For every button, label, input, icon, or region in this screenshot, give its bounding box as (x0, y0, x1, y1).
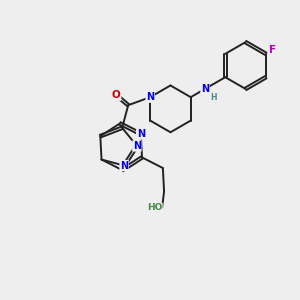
Text: N: N (146, 92, 154, 102)
Text: H: H (210, 92, 217, 101)
Text: O: O (112, 90, 121, 100)
Text: N: N (201, 84, 209, 94)
Text: N: N (137, 129, 145, 139)
Text: N: N (133, 141, 141, 151)
Text: N: N (120, 160, 128, 171)
Text: HO: HO (147, 203, 162, 212)
Text: F: F (269, 45, 276, 55)
